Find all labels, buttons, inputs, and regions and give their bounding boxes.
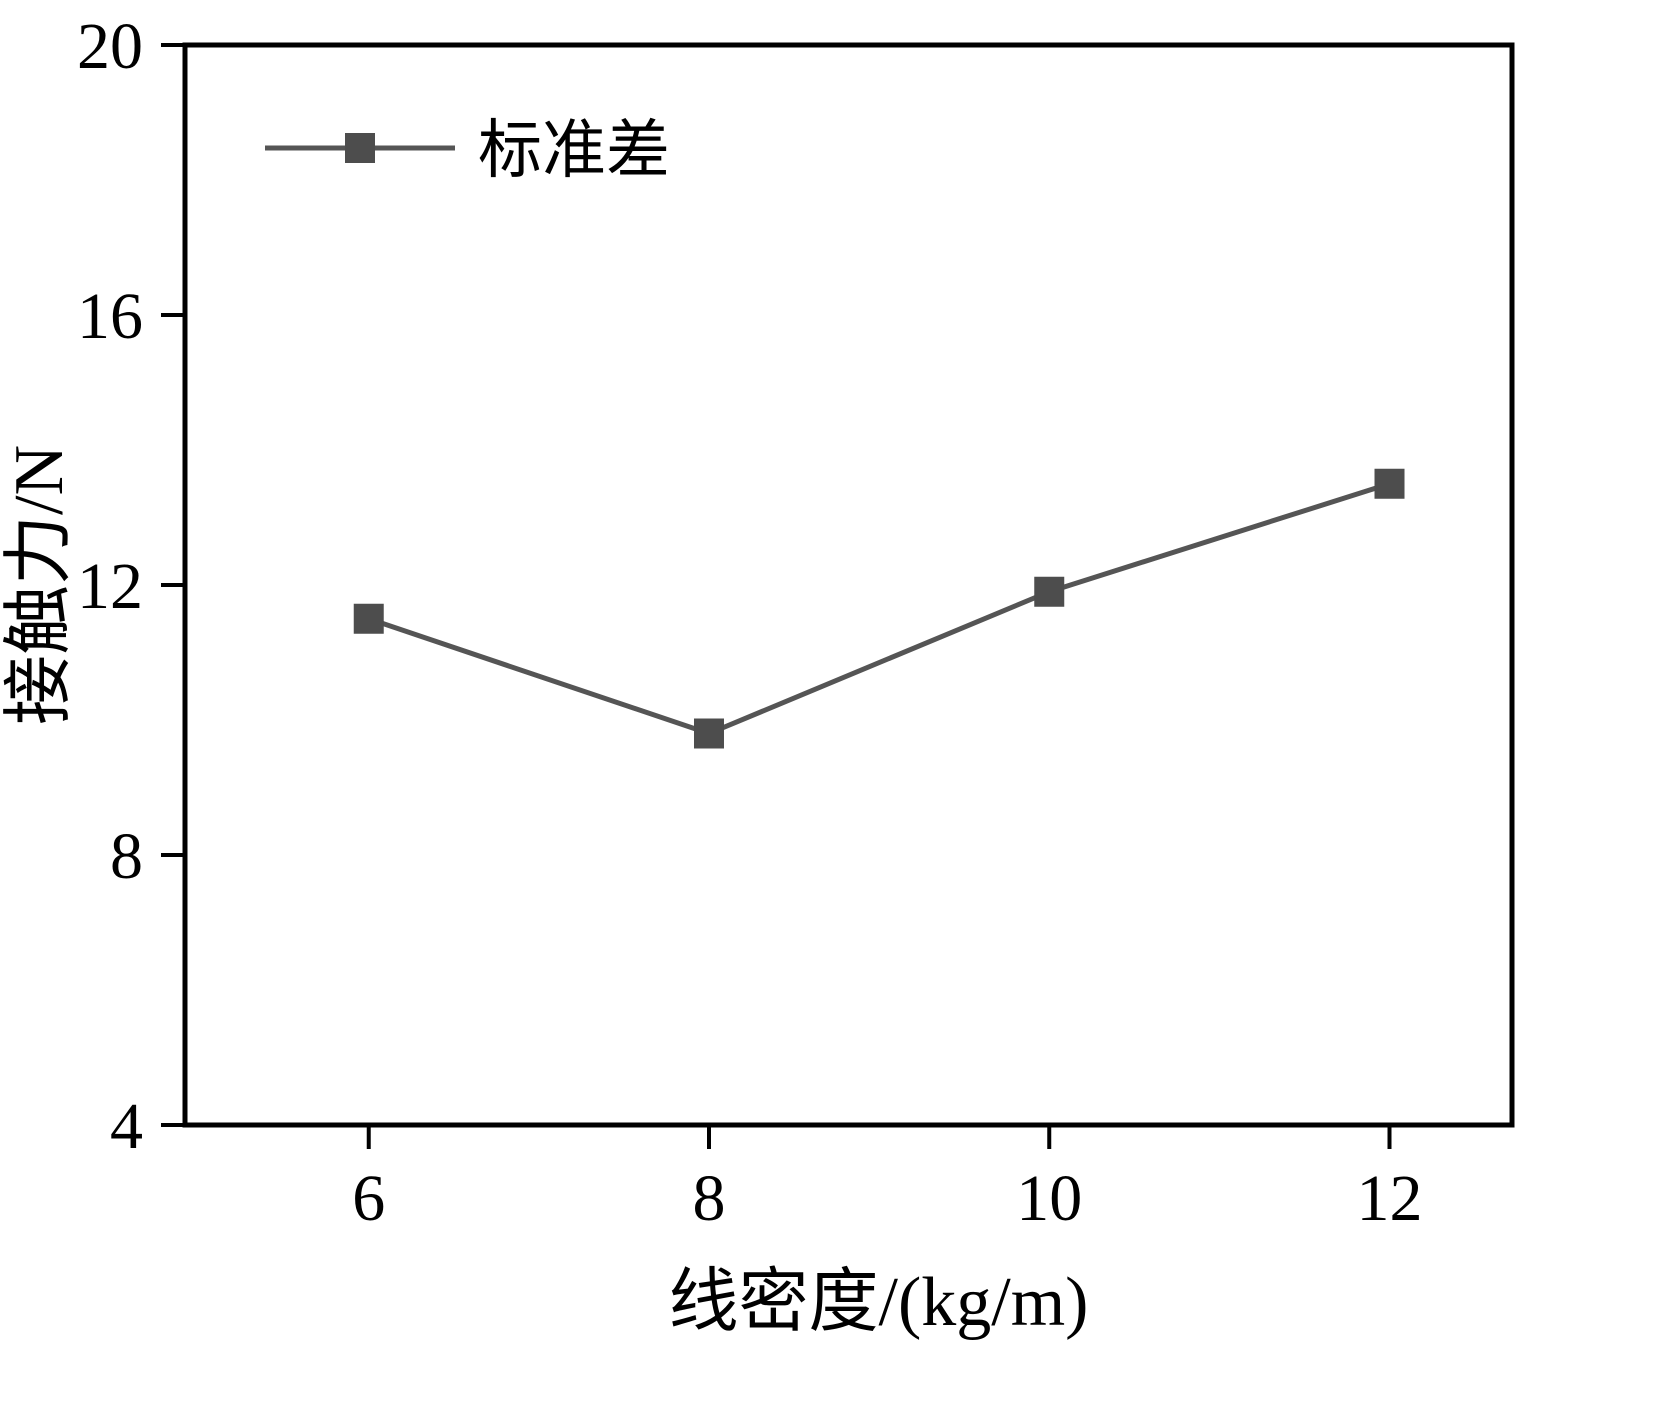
- data-point-marker: [353, 603, 384, 634]
- y-tick-label: 12: [77, 550, 143, 623]
- legend-marker: [345, 133, 375, 163]
- data-point-marker: [693, 718, 724, 749]
- series-line: [367, 481, 1391, 736]
- x-tick-label: 12: [1357, 1162, 1423, 1235]
- data-point-marker: [1374, 468, 1405, 499]
- x-tick-label: 10: [1016, 1162, 1082, 1235]
- x-tick-label: 6: [352, 1162, 385, 1235]
- y-tick-label: 8: [110, 820, 143, 893]
- y-tick-label: 4: [110, 1090, 143, 1163]
- data-point-marker: [1034, 576, 1065, 607]
- x-axis-title: 线密度/(kg/m): [669, 1264, 1089, 1341]
- y-axis-title: 接触力/N: [1, 445, 78, 725]
- y-tick-label: 20: [77, 10, 143, 83]
- plot-border: [182, 42, 1515, 1128]
- y-tick-label: 16: [77, 280, 143, 353]
- legend-label: 标准差: [478, 115, 670, 186]
- x-tick-label: 8: [692, 1162, 725, 1235]
